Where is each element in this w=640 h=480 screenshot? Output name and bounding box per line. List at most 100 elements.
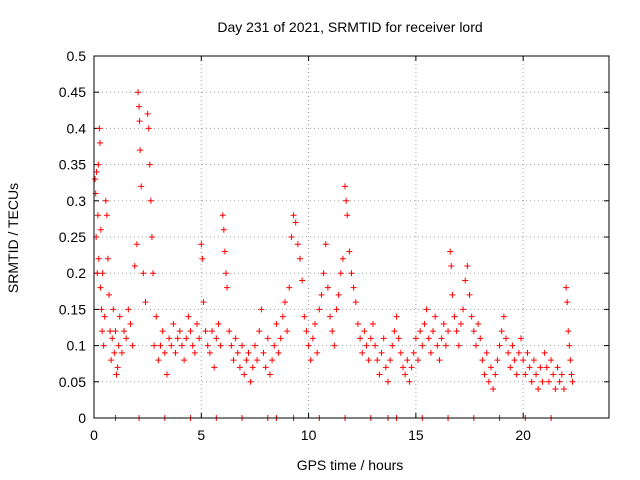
data-point bbox=[136, 118, 143, 125]
data-point bbox=[404, 357, 411, 364]
data-point bbox=[202, 328, 209, 335]
data-point bbox=[541, 349, 548, 356]
data-point bbox=[314, 349, 321, 356]
data-point bbox=[211, 364, 218, 371]
data-point bbox=[111, 349, 118, 356]
data-point bbox=[131, 262, 138, 269]
data-point bbox=[327, 313, 334, 320]
data-point bbox=[303, 328, 310, 335]
x-tick-label: 10 bbox=[301, 427, 317, 443]
data-point bbox=[487, 364, 494, 371]
data-point bbox=[150, 270, 157, 277]
data-point bbox=[421, 320, 428, 327]
data-point bbox=[273, 320, 280, 327]
data-point bbox=[183, 335, 190, 342]
data-point bbox=[417, 328, 424, 335]
data-point bbox=[204, 342, 211, 349]
data-point bbox=[453, 328, 460, 335]
data-point bbox=[552, 386, 559, 393]
data-point bbox=[425, 335, 432, 342]
data-point bbox=[387, 357, 394, 364]
data-point bbox=[382, 364, 389, 371]
data-points bbox=[92, 89, 576, 421]
data-point bbox=[94, 212, 101, 219]
tick-labels: 0 5 10 15 20 0 0.05 0.1 0.15 0.2 0.25 0.3 0.35 0.4 0.4… bbox=[59, 48, 531, 443]
plot-area-frame bbox=[93, 55, 610, 419]
data-point bbox=[234, 349, 241, 356]
data-point bbox=[464, 262, 471, 269]
data-point bbox=[537, 364, 544, 371]
data-point bbox=[245, 349, 252, 356]
data-point bbox=[127, 320, 134, 327]
data-point bbox=[217, 342, 224, 349]
data-point bbox=[367, 335, 374, 342]
data-point bbox=[563, 284, 570, 291]
data-point bbox=[492, 371, 499, 378]
data-point bbox=[348, 270, 355, 277]
data-point bbox=[106, 291, 113, 298]
data-point bbox=[427, 349, 434, 356]
data-point bbox=[554, 364, 561, 371]
data-point bbox=[281, 299, 288, 306]
y-tick-label: 0.35 bbox=[59, 157, 86, 173]
x-tick-label: 5 bbox=[197, 427, 205, 443]
data-point bbox=[294, 241, 301, 248]
data-point bbox=[228, 342, 235, 349]
data-point bbox=[320, 270, 327, 277]
y-tick-label: 0.3 bbox=[67, 193, 87, 209]
data-point bbox=[230, 357, 237, 364]
data-point bbox=[539, 378, 546, 385]
data-point bbox=[144, 110, 151, 117]
data-point bbox=[545, 378, 552, 385]
data-point bbox=[522, 371, 529, 378]
data-point bbox=[442, 342, 449, 349]
data-point bbox=[333, 306, 340, 313]
data-point bbox=[232, 335, 239, 342]
data-point bbox=[206, 349, 213, 356]
data-point bbox=[148, 234, 155, 240]
data-point bbox=[558, 371, 565, 378]
data-point bbox=[92, 176, 99, 183]
x-tick-label: 15 bbox=[408, 427, 424, 443]
data-point bbox=[110, 306, 117, 313]
data-point bbox=[96, 125, 103, 132]
y-tick-label: 0.5 bbox=[67, 48, 87, 64]
data-point bbox=[174, 335, 181, 342]
data-point bbox=[264, 335, 271, 342]
data-point bbox=[505, 349, 512, 356]
data-point bbox=[324, 284, 331, 291]
data-point bbox=[475, 320, 482, 327]
data-point bbox=[548, 357, 555, 364]
data-point bbox=[448, 262, 455, 269]
data-point bbox=[376, 371, 383, 378]
data-point bbox=[185, 313, 192, 320]
data-point bbox=[440, 320, 447, 327]
data-point bbox=[359, 349, 366, 356]
data-point bbox=[98, 306, 105, 313]
data-point bbox=[520, 357, 527, 364]
data-point bbox=[412, 335, 419, 342]
data-point bbox=[402, 371, 409, 378]
data-point bbox=[243, 357, 250, 364]
data-point bbox=[511, 357, 518, 364]
data-point bbox=[369, 320, 376, 327]
data-point bbox=[565, 328, 572, 335]
data-point bbox=[389, 342, 396, 349]
data-point bbox=[460, 306, 467, 313]
data-point bbox=[247, 378, 254, 385]
data-point bbox=[236, 364, 243, 371]
data-point bbox=[133, 241, 140, 248]
data-point bbox=[543, 364, 550, 371]
data-point bbox=[239, 342, 246, 349]
data-point bbox=[109, 335, 116, 342]
data-point bbox=[297, 255, 303, 262]
data-point bbox=[97, 226, 104, 233]
data-point bbox=[350, 284, 357, 291]
y-tick-label: 0.1 bbox=[67, 338, 87, 354]
data-point bbox=[305, 342, 312, 349]
data-point bbox=[301, 313, 308, 320]
data-point bbox=[500, 313, 507, 320]
data-point bbox=[568, 371, 575, 378]
data-point bbox=[335, 291, 342, 298]
